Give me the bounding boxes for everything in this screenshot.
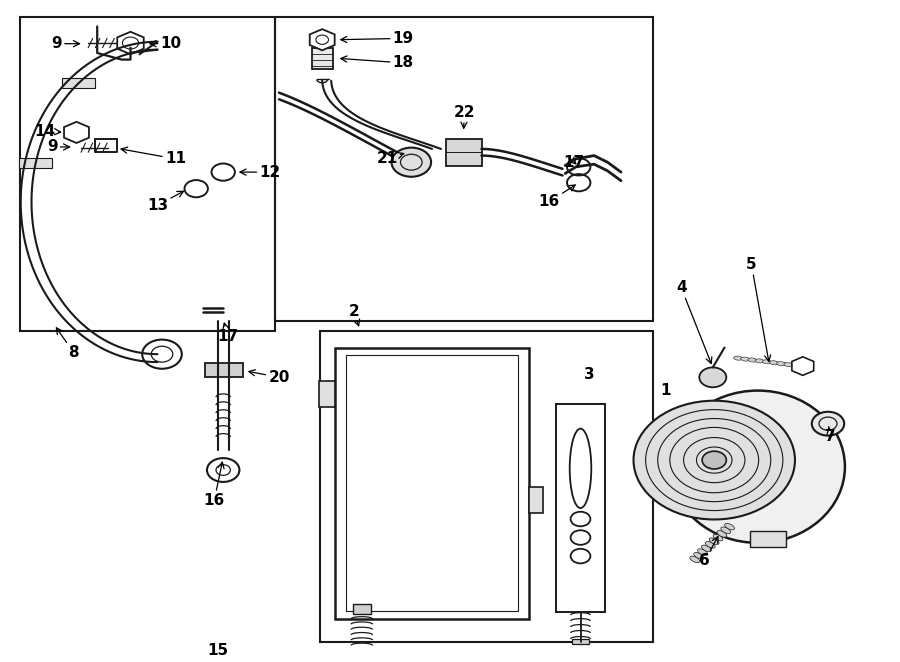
Text: 8: 8 [57, 328, 79, 360]
Circle shape [812, 412, 844, 436]
Ellipse shape [670, 391, 845, 543]
Ellipse shape [784, 363, 793, 367]
Text: 11: 11 [122, 147, 186, 166]
Ellipse shape [748, 358, 757, 362]
Ellipse shape [770, 361, 778, 365]
Ellipse shape [734, 356, 742, 360]
Ellipse shape [698, 549, 707, 555]
Bar [312, 48, 333, 69]
Circle shape [634, 401, 795, 520]
Text: 5: 5 [746, 258, 770, 361]
Ellipse shape [701, 545, 711, 551]
Ellipse shape [706, 542, 716, 548]
Bar [750, 532, 786, 547]
Text: 10: 10 [150, 36, 182, 51]
Bar [346, 355, 518, 611]
Ellipse shape [755, 359, 764, 363]
Bar [20, 17, 274, 331]
Text: 4: 4 [676, 281, 712, 363]
Bar [319, 381, 335, 407]
Bar [20, 158, 52, 168]
Ellipse shape [690, 556, 699, 563]
Text: 17: 17 [563, 155, 585, 169]
Text: 18: 18 [341, 56, 414, 70]
Bar [274, 17, 652, 321]
Text: 1: 1 [661, 383, 671, 398]
Bar [353, 604, 371, 614]
Text: 2: 2 [348, 304, 360, 326]
Bar [572, 639, 589, 644]
Text: 3: 3 [584, 367, 595, 381]
Text: 12: 12 [240, 165, 281, 179]
Text: 9: 9 [51, 36, 79, 51]
Bar [320, 331, 652, 642]
Text: 13: 13 [147, 191, 184, 213]
Text: 16: 16 [538, 185, 575, 209]
Text: 6: 6 [699, 537, 718, 568]
Text: 19: 19 [341, 31, 414, 46]
Text: 20: 20 [249, 369, 290, 385]
Ellipse shape [724, 524, 734, 530]
Text: 14: 14 [34, 124, 60, 138]
Circle shape [702, 451, 726, 469]
Ellipse shape [709, 538, 719, 544]
Text: 21: 21 [376, 152, 404, 166]
Text: 15: 15 [207, 643, 229, 658]
Text: 9: 9 [47, 140, 69, 154]
Bar [62, 78, 94, 89]
Circle shape [392, 148, 431, 177]
Ellipse shape [694, 553, 704, 559]
Ellipse shape [777, 361, 786, 365]
Ellipse shape [741, 357, 750, 361]
Ellipse shape [717, 531, 727, 537]
Bar [446, 139, 482, 166]
Bar [556, 404, 605, 612]
Bar [529, 487, 543, 513]
Bar [335, 348, 529, 619]
Circle shape [699, 367, 726, 387]
Text: 22: 22 [454, 105, 475, 128]
Ellipse shape [713, 534, 723, 541]
Bar [205, 363, 243, 377]
Text: 16: 16 [203, 462, 225, 508]
Text: 7: 7 [825, 426, 836, 444]
Text: 17: 17 [217, 323, 239, 344]
Ellipse shape [762, 360, 771, 364]
Ellipse shape [721, 527, 731, 534]
